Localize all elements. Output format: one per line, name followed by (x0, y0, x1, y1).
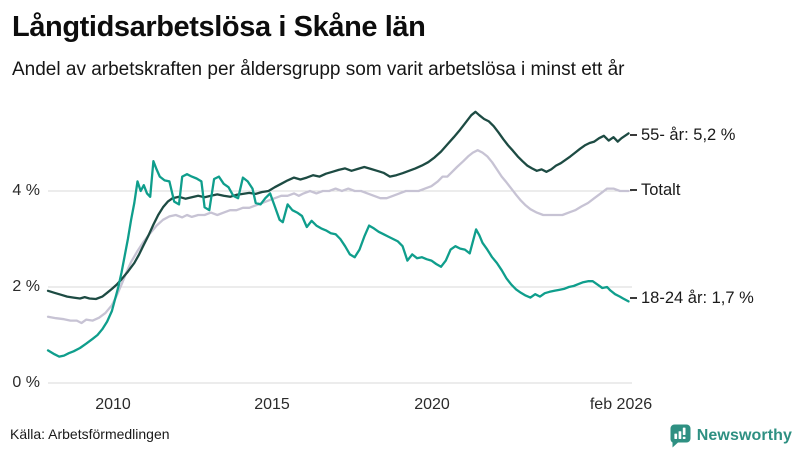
y-axis-label-0: 0 % (12, 374, 40, 391)
newsworthy-logo-icon (670, 424, 691, 448)
series-label-text-totalt: Totalt (641, 180, 681, 199)
series-line-18-24-r (46, 160, 630, 358)
page-subtitle: Andel av arbetskraften per åldersgrupp s… (12, 59, 625, 80)
source-attribution: Källa: Arbetsförmedlingen (10, 426, 170, 442)
series-label-totalt: Totalt (630, 179, 680, 201)
x-axis-label-2020: 2020 (414, 396, 450, 413)
series-label-text-18-24: 18-24 år: 1,7 % (641, 288, 754, 307)
series-line-55-r (46, 110, 630, 301)
series-label-connector-18-24 (630, 297, 637, 299)
newsworthy-logo[interactable]: Newsworthy (670, 424, 792, 448)
series-label-18-24: 18-24 år: 1,7 % (630, 287, 754, 309)
x-axis-label-2015: 2015 (254, 396, 290, 413)
x-axis-label-feb-2026: feb 2026 (589, 396, 653, 413)
series-label-connector-totalt (630, 189, 637, 191)
series-label-text-55: 55- år: 5,2 % (641, 125, 736, 144)
newsworthy-logo-text: Newsworthy (696, 427, 792, 444)
x-axis-label-2010: 2010 (95, 396, 131, 413)
series-label-55: 55- år: 5,2 % (630, 124, 735, 146)
series-line-totalt (46, 149, 630, 325)
series-label-connector-55 (630, 134, 637, 136)
y-axis-label-2: 2 % (12, 278, 40, 295)
y-axis-label-4: 4 % (12, 182, 40, 199)
page-title: Långtidsarbetslösa i Skåne län (12, 11, 426, 43)
